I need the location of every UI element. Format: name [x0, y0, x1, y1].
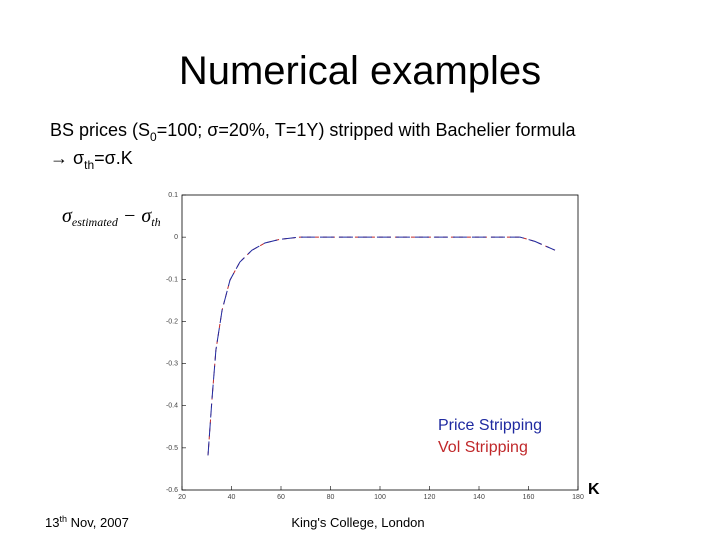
x-tick-label: 120	[424, 494, 436, 501]
series-line	[207, 236, 556, 456]
x-tick-label: 100	[374, 494, 386, 501]
y-tick-label: -0.6	[166, 487, 178, 494]
y-tick-label: -0.1	[166, 276, 178, 283]
x-axis-label: K	[588, 481, 600, 498]
legend-label: Price Stripping	[438, 417, 542, 434]
x-tick-label: 80	[327, 494, 335, 501]
text: estimated	[72, 215, 119, 229]
y-tick-label: -0.2	[166, 318, 178, 325]
footer-date: 13th Nov, 2007	[45, 514, 129, 530]
text: th	[151, 215, 160, 229]
x-tick-label: 20	[178, 494, 186, 501]
text: BS prices (S	[50, 120, 150, 140]
text: → σ	[50, 148, 84, 168]
text: Nov, 2007	[67, 515, 129, 530]
text: 0	[150, 130, 157, 144]
y-tick-label: -0.4	[166, 403, 178, 410]
y-tick-label: 0	[174, 234, 178, 241]
y-tick-label: 0.1	[168, 192, 178, 199]
legend-label: Vol Stripping	[438, 439, 528, 456]
footer-place: King's College, London	[291, 515, 424, 530]
x-tick-label: 140	[473, 494, 485, 501]
text: σ	[62, 205, 73, 227]
y-tick-label: -0.3	[166, 361, 178, 368]
subtitle-line: BS prices (S0=100; σ=20%, T=1Y) stripped…	[50, 120, 577, 144]
text: th	[84, 158, 94, 172]
x-tick-label: 180	[572, 494, 584, 501]
text: − σ	[118, 205, 152, 227]
x-tick-label: 160	[523, 494, 535, 501]
text: th	[59, 514, 67, 524]
x-tick-label: 60	[277, 494, 285, 501]
slide-title: Numerical examples	[179, 49, 541, 93]
x-tick-label: 40	[228, 494, 236, 501]
subtitle-line: → σth=σ.K	[50, 148, 133, 172]
y-axis-label: σestimated − σth	[62, 205, 161, 229]
y-tick-label: -0.5	[166, 445, 178, 452]
text: =100; σ=20%, T=1Y) stripped with Bacheli…	[157, 120, 577, 140]
text: 13	[45, 515, 59, 530]
text: =σ.K	[94, 148, 133, 168]
